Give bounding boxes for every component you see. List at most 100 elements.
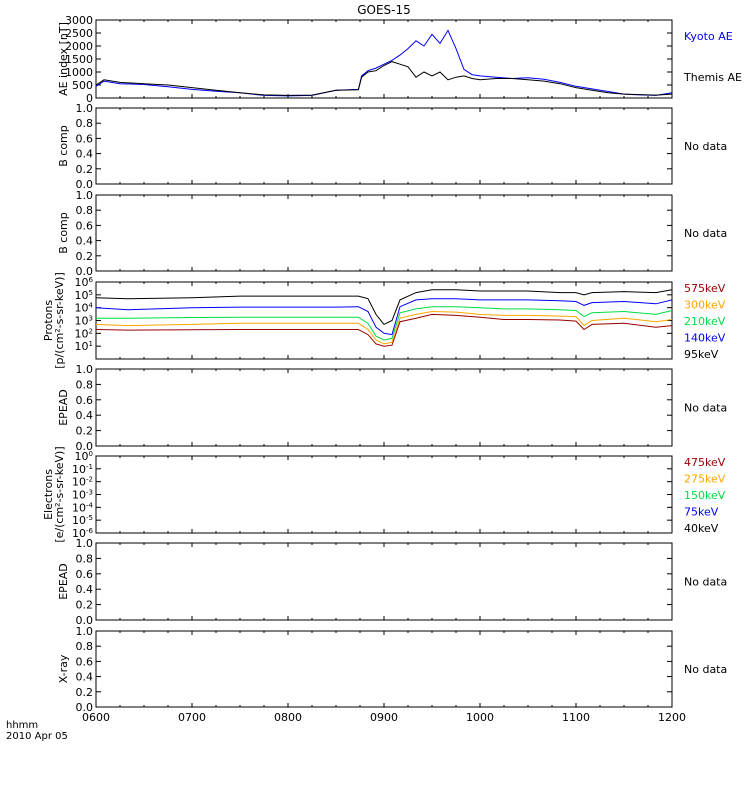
legend-entry: 475keV (684, 456, 726, 469)
y-tick-label: 1.0 (76, 625, 94, 638)
y-tick-label: 0.4 (76, 409, 94, 422)
x-tick-label: 1100 (562, 711, 590, 724)
time-axis-label-date: 2010 Apr 05 (6, 731, 68, 742)
y-axis-label: EPEAD (57, 389, 70, 426)
y-tick-label: 0.2 (76, 250, 94, 263)
panel-frame-8 (95, 630, 673, 708)
y-tick-label: 10-2 (72, 476, 93, 489)
plot-title: GOES-15 (357, 3, 411, 17)
x-tick-label: 0700 (178, 711, 206, 724)
y-tick-label: 500 (72, 79, 93, 92)
y-tick-label: 101 (75, 340, 93, 353)
no-data-label: No data (684, 140, 727, 153)
legend-entry: 140keV (684, 332, 726, 345)
y-tick-label: 1.0 (76, 102, 94, 115)
y-tick-label: 0.0 (76, 701, 94, 714)
y-tick-label: 0.6 (76, 219, 94, 232)
y-axis-label: EPEAD (57, 563, 70, 600)
y-tick-label: 2000 (65, 40, 93, 53)
y-tick-label: 2500 (65, 27, 93, 40)
legend-entry: 40keV (684, 522, 719, 535)
y-axis-label: B comp (57, 125, 70, 167)
y-tick-label: 0 (86, 92, 93, 105)
y-axis-label: X-ray (57, 654, 70, 683)
y-tick-label: 1.0 (76, 189, 94, 202)
y-tick-label: 0.8 (76, 204, 94, 217)
y-tick-label: 0.0 (76, 265, 94, 278)
y-tick-label: 102 (75, 327, 93, 340)
y-tick-label: 103 (75, 315, 93, 328)
y-tick-label: 0.0 (76, 440, 94, 453)
y-tick-label: 1000 (65, 66, 93, 79)
legend-entry: 300keV (684, 299, 726, 312)
series-line-210kev (96, 306, 673, 341)
y-axis-label: AE index [nT] (57, 22, 70, 96)
y-axis-label: Protons[p/(cm²-s-sr-keV)] (42, 272, 66, 369)
legend-entry: Themis AE (683, 71, 742, 84)
y-tick-label: 0.2 (76, 425, 94, 438)
panel-frame-2 (95, 107, 673, 185)
x-tick-label: 0600 (82, 711, 110, 724)
legend-entry: 275keV (684, 473, 726, 486)
y-tick-label: 1500 (65, 53, 93, 66)
y-tick-label: 10-6 (72, 527, 94, 540)
no-data-label: No data (684, 576, 727, 589)
y-tick-label: 10-3 (72, 489, 93, 502)
y-tick-label: 0.2 (76, 163, 94, 176)
panel-frame-3 (95, 194, 673, 272)
x-tick-label: 0800 (274, 711, 302, 724)
y-tick-label: 105 (75, 289, 93, 302)
y-tick-label: 0.8 (76, 117, 94, 130)
y-tick-label: 1.0 (76, 537, 94, 550)
y-tick-label: 104 (75, 302, 94, 315)
y-tick-label: 0.6 (76, 568, 94, 581)
series-line-themis-ae (95, 61, 673, 96)
legend-entry: 575keV (684, 282, 726, 295)
y-tick-label: 0.0 (76, 614, 94, 627)
panel-frame-7 (95, 542, 673, 621)
y-tick-label: 0.4 (76, 583, 94, 596)
series-line-575kev (95, 313, 673, 347)
legend-entry: 150keV (684, 489, 726, 502)
series-line-95kev (95, 289, 673, 326)
y-tick-label: 0.4 (76, 235, 94, 248)
no-data-label: No data (684, 402, 727, 415)
y-tick-label: 0.8 (76, 378, 94, 391)
x-tick-label: 0900 (370, 711, 398, 724)
time-axis-label-hhmm: hhmm (6, 720, 38, 731)
no-data-label: No data (684, 663, 727, 676)
series-line-300kev (95, 310, 673, 345)
y-tick-label: 0.8 (76, 640, 94, 653)
y-tick-label: 0.8 (76, 552, 94, 565)
legend-entry: 95keV (684, 348, 719, 361)
y-tick-label: 0.4 (76, 671, 94, 684)
y-tick-label: 3000 (65, 14, 93, 27)
legend-entry: 75keV (684, 506, 719, 519)
y-tick-label: 0.6 (76, 132, 94, 145)
legend-entry: 210keV (684, 315, 726, 328)
y-tick-label: 106 (75, 276, 94, 289)
x-tick-label: 1000 (466, 711, 494, 724)
y-tick-label: 0.6 (76, 655, 94, 668)
panel-frame-6 (95, 455, 673, 534)
y-tick-label: 1.0 (76, 363, 94, 376)
y-tick-label: 0.6 (76, 394, 94, 407)
y-tick-label: 0.4 (76, 148, 94, 161)
y-axis-label: B comp (57, 212, 70, 254)
y-tick-label: 0.0 (76, 178, 94, 191)
panel-frame-4 (95, 281, 673, 360)
legend-entry: Kyoto AE (684, 30, 733, 43)
time-axis: 0600 0700 0800 0900 1000 1100 1200 (82, 711, 686, 724)
y-tick-label: 10-4 (72, 501, 94, 514)
y-tick-label: 100 (75, 450, 93, 463)
no-data-label: No data (684, 227, 727, 240)
y-tick-label: 0.2 (76, 686, 94, 699)
y-tick-label: 10-1 (72, 463, 93, 476)
y-axis-label: Electrons[e/(cm²-s-sr-keV)] (42, 446, 66, 542)
panel-frame-5 (95, 368, 673, 447)
y-tick-label: 10-5 (72, 514, 93, 527)
y-tick-label: 0.2 (76, 599, 94, 612)
series-line-140kev (95, 298, 673, 336)
